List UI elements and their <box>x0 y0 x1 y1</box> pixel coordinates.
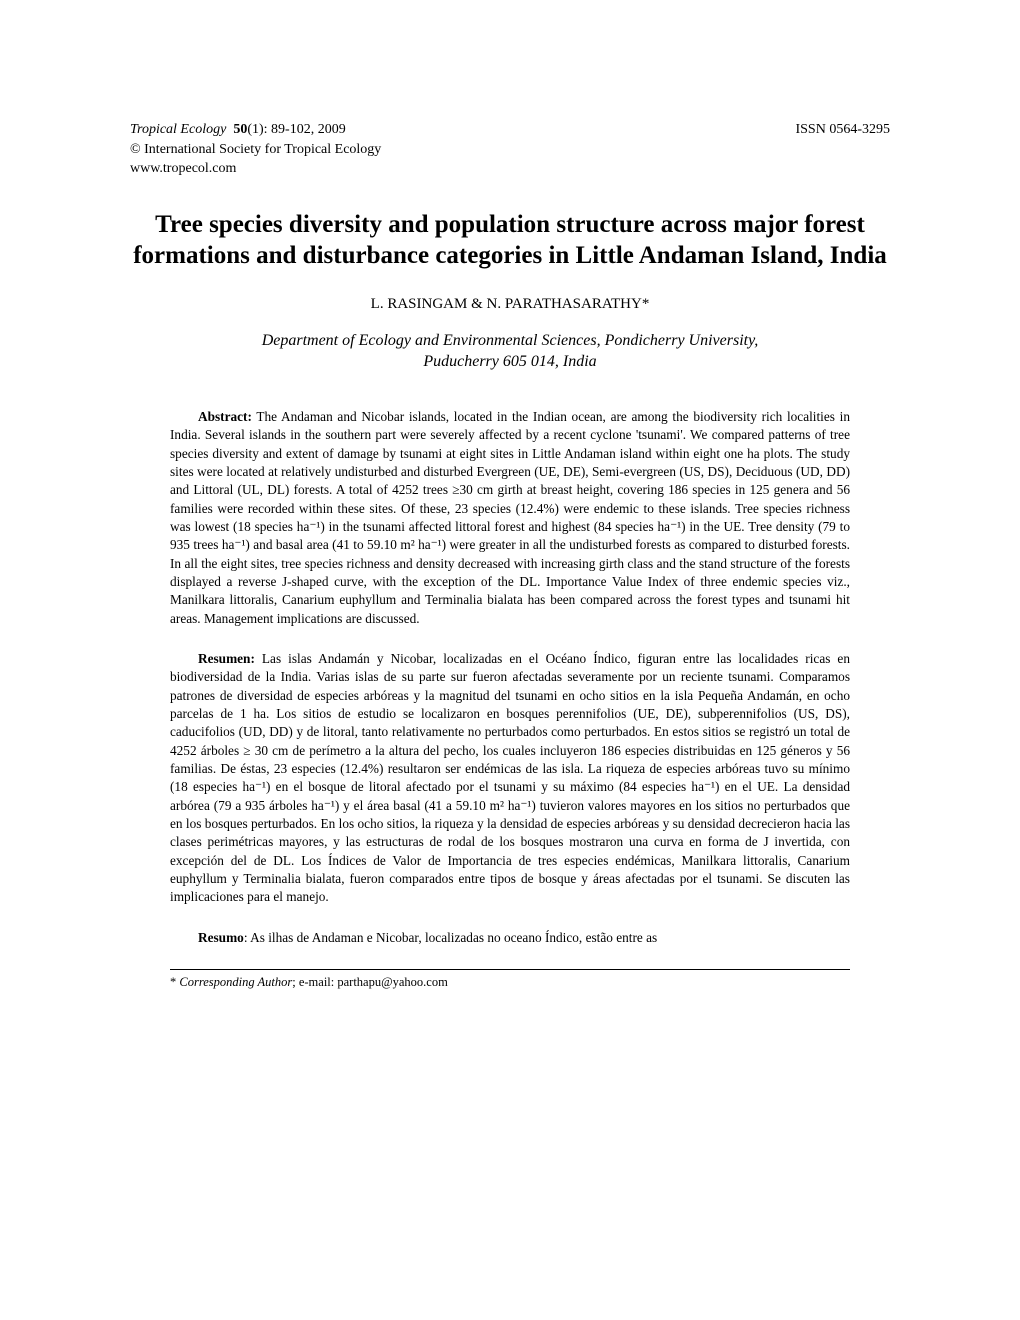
abstract-es-label: Resumen: <box>198 651 255 666</box>
corresponding-author-footnote: * Corresponding Author; e-mail: parthapu… <box>170 975 850 990</box>
authors: L. RASINGAM & N. PARATHASARATHY* <box>130 296 890 313</box>
title-line-2: formations and disturbance categories in… <box>130 240 890 271</box>
footnote-rule <box>170 969 850 970</box>
issue-pages-year: (1): 89-102, 2009 <box>247 122 345 137</box>
affiliation-line-1: Department of Ecology and Environmental … <box>130 331 890 352</box>
issn: ISSN 0564-3295 <box>795 120 890 140</box>
affiliation-line-2: Puducherry 605 014, India <box>130 352 890 373</box>
journal-name: Tropical Ecology <box>130 122 226 137</box>
abstract-pt-label: Resumo <box>198 930 244 945</box>
footnote-label: Corresponding Author <box>179 975 292 989</box>
affiliation: Department of Ecology and Environmental … <box>130 331 890 373</box>
abstract-en-text: The Andaman and Nicobar islands, located… <box>170 409 850 626</box>
journal-volume: 50 <box>233 122 247 137</box>
abstract-spanish: Resumen: Las islas Andamán y Nicobar, lo… <box>170 650 850 907</box>
abstract-en-label: Abstract: <box>198 409 252 424</box>
copyright-line: © International Society for Tropical Eco… <box>130 140 890 160</box>
abstract-portuguese: Resumo: As ilhas de Andaman e Nicobar, l… <box>170 929 850 947</box>
title-line-1: Tree species diversity and population st… <box>130 209 890 240</box>
abstract-pt-text: : As ilhas de Andaman e Nicobar, localiz… <box>244 930 657 945</box>
abstract-es-text: Las islas Andamán y Nicobar, localizadas… <box>170 651 850 904</box>
journal-url: www.tropecol.com <box>130 159 890 179</box>
abstract-english: Abstract: The Andaman and Nicobar island… <box>170 408 850 628</box>
footnote-marker: * <box>170 975 176 989</box>
footnote-text: ; e-mail: parthapu@yahoo.com <box>292 975 448 989</box>
journal-header: Tropical Ecology 50(1): 89-102, 2009 ISS… <box>130 120 890 140</box>
article-title: Tree species diversity and population st… <box>130 209 890 272</box>
